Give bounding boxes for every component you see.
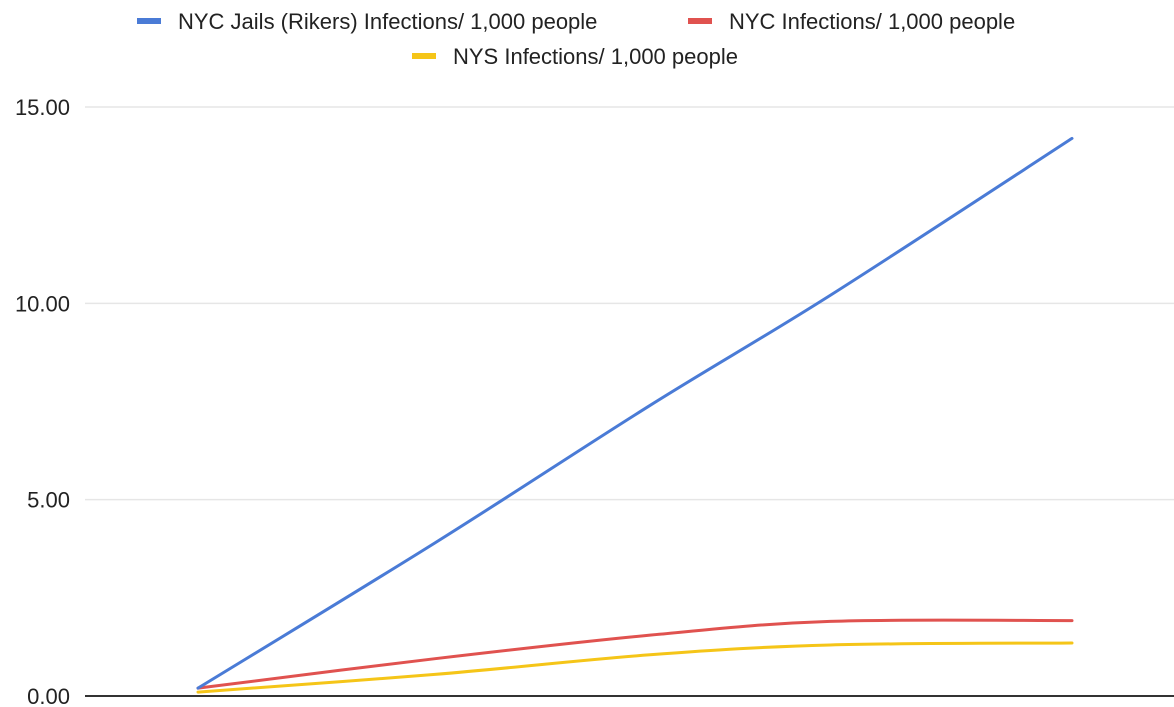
legend-swatch-nyc-jails [137, 18, 161, 24]
legend-label-nyc: NYC Infections/ 1,000 people [729, 9, 1015, 34]
series-lines [196, 136, 1074, 694]
y-axis-ticks: 0.00 5.00 10.00 15.00 [15, 95, 70, 707]
series-line-nyc-jails [196, 136, 1074, 690]
y-tick-label: 0.00 [27, 684, 70, 707]
series-line-nyc [196, 618, 1074, 690]
grid-lines [85, 106, 1174, 697]
legend-swatch-nyc [688, 18, 712, 24]
legend: NYC Jails (Rikers) Infections/ 1,000 peo… [137, 9, 1015, 69]
legend-label-nys: NYS Infections/ 1,000 people [453, 44, 738, 69]
y-tick-label: 15.00 [15, 95, 70, 120]
series-line-nys [196, 641, 1074, 694]
legend-label-nyc-jails: NYC Jails (Rikers) Infections/ 1,000 peo… [178, 9, 597, 34]
legend-swatch-nys [412, 53, 436, 59]
y-tick-label: 5.00 [27, 488, 70, 513]
y-tick-label: 10.00 [15, 291, 70, 316]
